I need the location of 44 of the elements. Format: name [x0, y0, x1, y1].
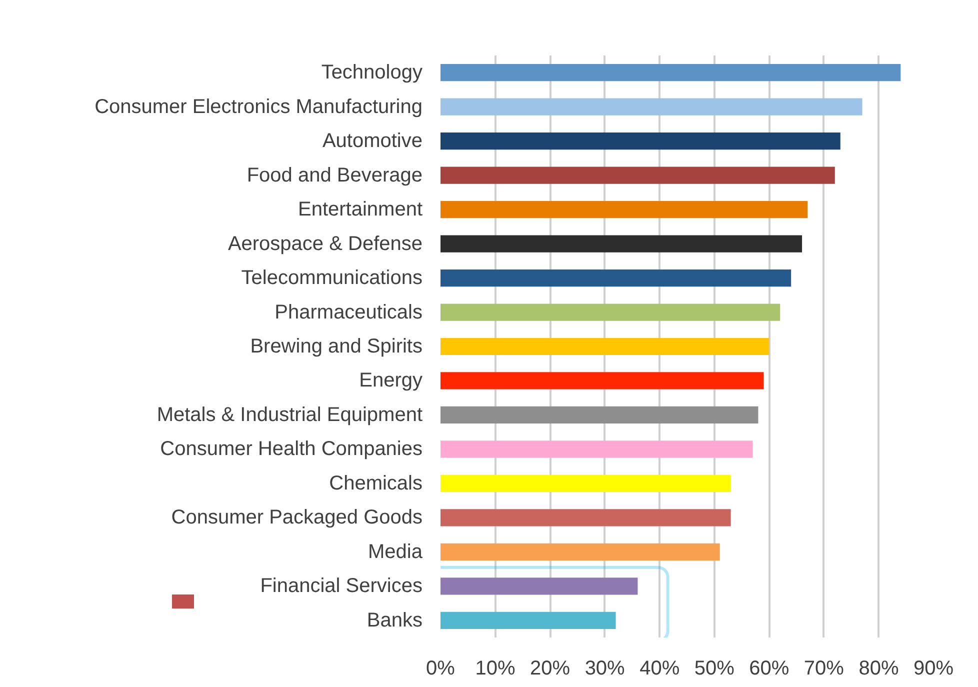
bar [440, 509, 731, 526]
y-tick-label: Chemicals [329, 472, 422, 494]
y-tick-label: Banks [366, 609, 423, 632]
y-tick-label: Brewing and Spirits [250, 336, 423, 358]
y-tick-label: Telecommunications [241, 267, 423, 290]
x-tick-label: 20% [530, 658, 570, 680]
y-tick-label: Consumer Health Companies [160, 438, 422, 460]
bar [440, 578, 638, 595]
x-tick-label: 10% [475, 658, 516, 680]
x-tick-label: 30% [584, 658, 626, 680]
y-tick-label: Consumer Electronics Manufacturing [94, 96, 422, 118]
y-tick-label: Entertainment [298, 198, 423, 221]
y-tick-label: Media [368, 540, 424, 563]
y-tick-label: Aerospace & Defense [228, 232, 422, 255]
bar [440, 612, 616, 629]
y-tick-label: Food and Beverage [246, 164, 423, 186]
bar [440, 304, 780, 321]
bar [440, 235, 802, 252]
y-tick-label: Consumer Packaged Goods [171, 506, 422, 529]
bar [440, 474, 731, 492]
y-tick-label: Energy [359, 370, 423, 392]
x-tick-label: 40% [640, 658, 680, 680]
bar [440, 64, 901, 82]
bar [440, 440, 753, 458]
bar [440, 201, 808, 218]
bar [440, 98, 862, 116]
y-tick-label: Metals & Industrial Equipment [156, 404, 423, 426]
bar [440, 166, 835, 184]
x-tick-label: 80% [858, 658, 899, 680]
x-tick-label: 0% [426, 658, 456, 680]
x-tick-label: 50% [694, 658, 735, 680]
y-tick-label: Technology [321, 62, 423, 84]
y-tick-label: Automotive [322, 130, 423, 152]
bar [440, 543, 720, 560]
bar [440, 269, 792, 287]
bar [440, 132, 840, 150]
x-tick-label: 70% [804, 658, 844, 680]
y-tick-label: Financial Services [260, 575, 423, 598]
x-tick-label: 60% [749, 658, 790, 680]
bar [440, 338, 770, 356]
x-tick-label: 90% [913, 658, 954, 680]
bar [440, 372, 764, 390]
y-tick-label: Pharmaceuticals [274, 301, 422, 324]
bar [440, 406, 758, 424]
